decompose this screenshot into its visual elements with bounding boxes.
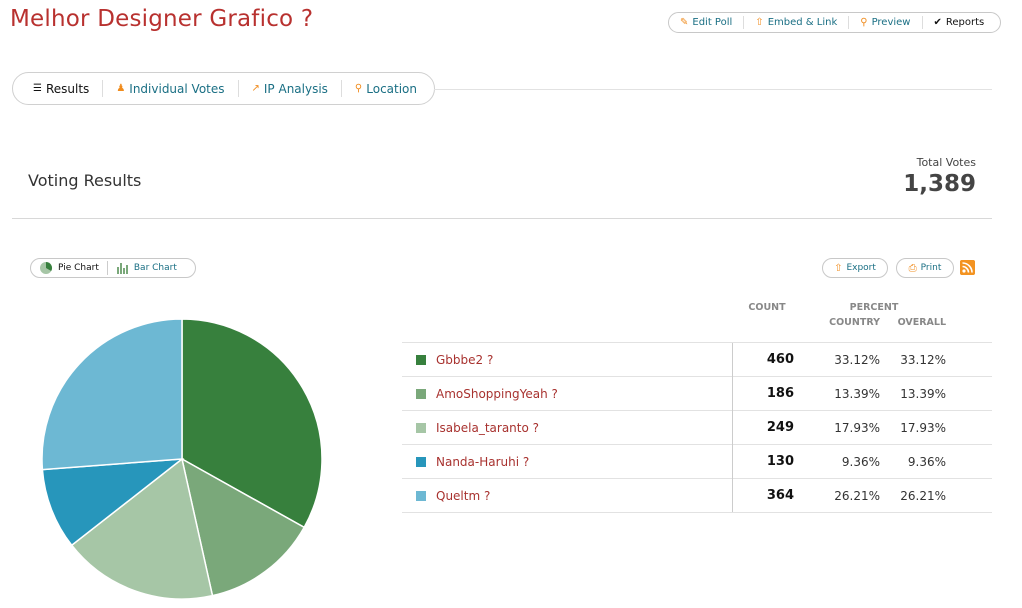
upload-icon: ⇧ (755, 17, 764, 28)
preview-button[interactable]: ⚲ Preview (848, 16, 921, 29)
checkmark-icon: ✔ (933, 17, 942, 28)
vote-count: 130 (731, 444, 802, 479)
section-divider (12, 218, 992, 219)
person-icon: ♟ (116, 83, 126, 94)
country-percent: 26.21% (802, 478, 880, 513)
list-icon: ☰ (33, 83, 42, 94)
table-row: Queltm ? 364 26.21% 26.21% (402, 478, 992, 513)
answer-label: Queltm ? (436, 488, 491, 503)
table-row: Nanda-Haruhi ? 130 9.36% 9.36% (402, 444, 992, 479)
bar-chart-label: Bar Chart (133, 263, 177, 273)
vote-count: 186 (731, 376, 802, 411)
pencil-icon: ✎ (680, 17, 689, 28)
legend-swatch (416, 422, 426, 433)
tab-location-label: Location (366, 81, 418, 96)
overall-percent: 26.21% (880, 478, 946, 513)
total-votes-label: Total Votes (916, 156, 976, 169)
tab-ip-analysis-label: IP Analysis (263, 81, 328, 96)
tab-individual-votes-label: Individual Votes (129, 81, 225, 96)
table-row: Isabela_taranto ? 249 17.93% 17.93% (402, 410, 992, 445)
answer-name[interactable]: Nanda-Haruhi ? (402, 444, 732, 479)
pie-chart-label: Pie Chart (58, 263, 99, 273)
answer-name[interactable]: Queltm ? (402, 478, 732, 513)
pie-slice[interactable] (70, 457, 214, 600)
overall-percent: 9.36% (880, 444, 946, 479)
legend-swatch (416, 388, 426, 399)
table-row: Gbbbe2 ? 460 33.12% 33.12% (402, 342, 992, 377)
location-pin-icon: ⚲ (354, 83, 363, 94)
printer-icon: ⎙ (908, 262, 917, 274)
pie-chart-icon (40, 262, 53, 274)
answer-label: AmoShoppingYeah ? (436, 386, 558, 401)
overall-header: OVERALL (897, 317, 946, 328)
tab-results-label: Results (45, 81, 90, 96)
legend-swatch (416, 490, 426, 501)
embed-link-button[interactable]: ⇧ Embed & Link (743, 16, 848, 29)
answer-name[interactable]: AmoShoppingYeah ? (402, 376, 732, 411)
answer-label: Nanda-Haruhi ? (436, 454, 530, 469)
rss-feed-icon[interactable] (960, 260, 975, 275)
voting-results-heading: Voting Results (28, 171, 142, 190)
country-header: COUNTRY (829, 317, 880, 328)
country-percent: 17.93% (802, 410, 880, 445)
export-button[interactable]: ⇧ Export (822, 258, 888, 278)
pie-slice[interactable] (180, 457, 306, 597)
overall-percent: 17.93% (880, 410, 946, 445)
reports-button[interactable]: ✔ Reports (921, 16, 996, 29)
reports-label: Reports (945, 17, 985, 28)
percent-header: PERCENT (849, 301, 899, 313)
preview-label: Preview (871, 17, 911, 28)
pie-slice[interactable] (41, 458, 185, 547)
page-title: Melhor Designer Grafico ? (10, 6, 314, 32)
tab-individual-votes[interactable]: ♟ Individual Votes (102, 80, 237, 97)
vote-count: 249 (731, 410, 802, 445)
vote-count: 364 (731, 478, 802, 513)
results-table: COUNT PERCENT COUNTRY OVERALL Gbbbe2 ? 46… (402, 300, 992, 513)
tab-divider (434, 89, 992, 90)
answer-label: Gbbbe2 ? (436, 352, 494, 367)
country-percent: 13.39% (802, 376, 880, 411)
chart-type-toggle: Pie Chart Bar Chart (30, 258, 196, 278)
table-row: AmoShoppingYeah ? 186 13.39% 13.39% (402, 376, 992, 411)
answer-name[interactable]: Gbbbe2 ? (402, 342, 732, 377)
print-button[interactable]: ⎙ Print (896, 258, 954, 278)
embed-link-label: Embed & Link (767, 17, 838, 28)
country-percent: 33.12% (802, 342, 880, 377)
upload-icon: ⇧ (834, 262, 843, 274)
total-votes-value: 1,389 (903, 171, 976, 197)
tab-ip-analysis[interactable]: ↗ IP Analysis (237, 80, 341, 97)
answer-label: Isabela_taranto ? (436, 420, 540, 435)
overall-percent: 13.39% (880, 376, 946, 411)
export-label: Export (846, 263, 876, 273)
overall-percent: 33.12% (880, 342, 946, 377)
bar-chart-button[interactable]: Bar Chart (106, 261, 185, 275)
pie-slice[interactable] (41, 318, 183, 471)
magnifier-icon: ⚲ (860, 17, 868, 28)
legend-swatch (416, 456, 426, 467)
pie-chart-button[interactable]: Pie Chart (31, 261, 107, 275)
count-header: COUNT (748, 301, 786, 313)
pie-chart (41, 318, 323, 600)
report-tabs: ☰ Results ♟ Individual Votes ↗ IP Analysis … (12, 72, 435, 105)
vote-count: 460 (731, 342, 802, 377)
print-label: Print (920, 263, 942, 273)
tab-location[interactable]: ⚲ Location (340, 80, 430, 97)
chart-icon: ↗ (251, 83, 260, 94)
tab-results[interactable]: ☰ Results (13, 80, 102, 97)
edit-poll-label: Edit Poll (692, 17, 733, 28)
edit-poll-button[interactable]: ✎ Edit Poll (669, 16, 743, 29)
answer-name[interactable]: Isabela_taranto ? (402, 410, 732, 445)
pie-slice[interactable] (181, 318, 323, 529)
poll-actions-bar: ✎ Edit Poll ⇧ Embed & Link ⚲ Preview ✔ Repor… (668, 12, 1001, 33)
country-percent: 9.36% (802, 444, 880, 479)
legend-swatch (416, 354, 426, 365)
bar-chart-icon (116, 263, 128, 274)
